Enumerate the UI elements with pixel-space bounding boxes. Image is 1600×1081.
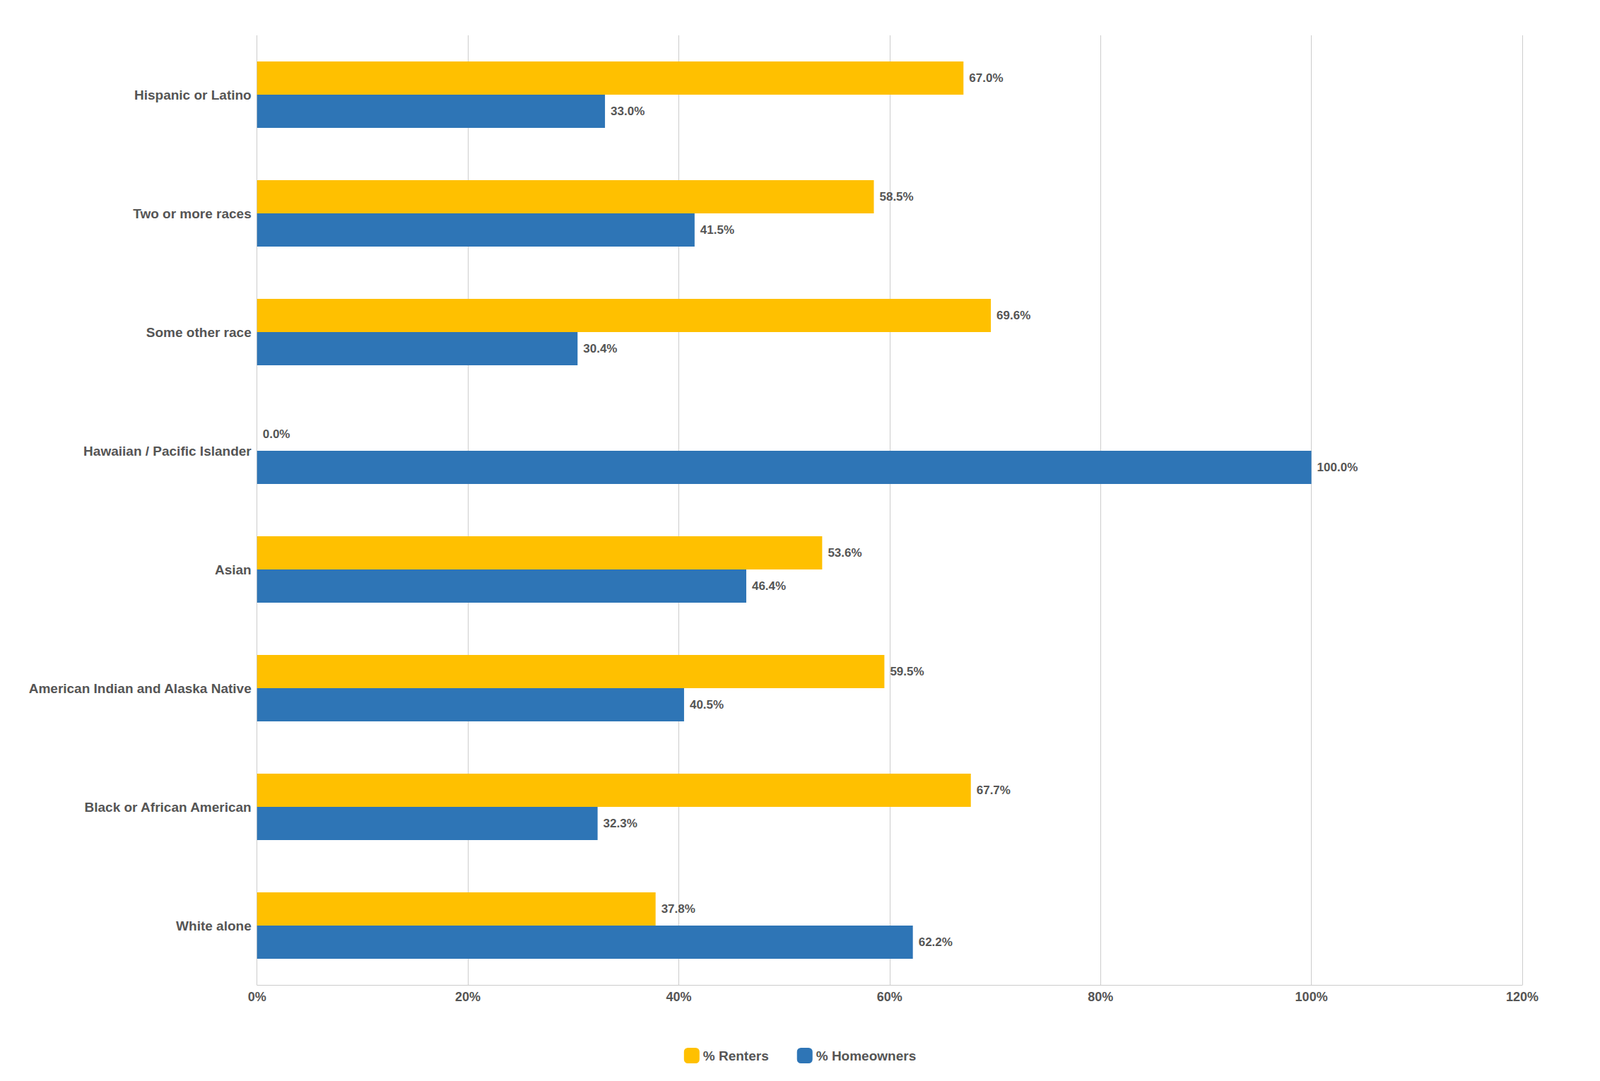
svg-text:30.4%: 30.4%	[583, 342, 617, 356]
svg-text:0.0%: 0.0%	[262, 427, 291, 441]
svg-text:Hispanic or Latino: Hispanic or Latino	[134, 87, 252, 103]
svg-text:40%: 40%	[665, 990, 692, 1005]
svg-text:32.3%: 32.3%	[603, 816, 638, 831]
svg-text:40.5%: 40.5%	[689, 698, 724, 712]
svg-text:% Homeowners: % Homeowners	[816, 1048, 916, 1064]
svg-text:100%: 100%	[1295, 990, 1328, 1005]
svg-text:Hawaiian / Pacific Islander: Hawaiian / Pacific Islander	[83, 443, 252, 459]
svg-text:% Renters: % Renters	[703, 1048, 769, 1064]
svg-text:46.4%: 46.4%	[751, 579, 786, 593]
svg-text:67.0%: 67.0%	[968, 71, 1003, 85]
svg-text:58.5%: 58.5%	[879, 190, 914, 204]
svg-text:53.6%: 53.6%	[827, 546, 862, 560]
svg-text:33.0%: 33.0%	[610, 104, 645, 119]
svg-text:69.6%: 69.6%	[996, 308, 1031, 323]
svg-text:Some other race: Some other race	[146, 325, 252, 340]
svg-text:White alone: White alone	[175, 918, 252, 934]
svg-text:37.8%: 37.8%	[661, 902, 696, 916]
svg-text:62.2%: 62.2%	[918, 935, 953, 950]
svg-text:Asian: Asian	[214, 562, 252, 578]
svg-text:120%: 120%	[1506, 990, 1539, 1005]
svg-text:41.5%: 41.5%	[700, 223, 735, 237]
svg-text:67.7%: 67.7%	[976, 783, 1011, 798]
svg-text:100.0%: 100.0%	[1317, 460, 1359, 475]
svg-text:80%: 80%	[1087, 990, 1114, 1005]
svg-text:American Indian and Alaska Nat: American Indian and Alaska Native	[28, 681, 252, 697]
svg-text:0%: 0%	[248, 990, 267, 1005]
svg-text:Black or African American: Black or African American	[84, 800, 252, 815]
svg-text:60%: 60%	[877, 990, 903, 1005]
svg-text:20%: 20%	[455, 990, 481, 1005]
svg-text:Two or more races: Two or more races	[132, 206, 252, 222]
svg-text:59.5%: 59.5%	[889, 665, 924, 679]
